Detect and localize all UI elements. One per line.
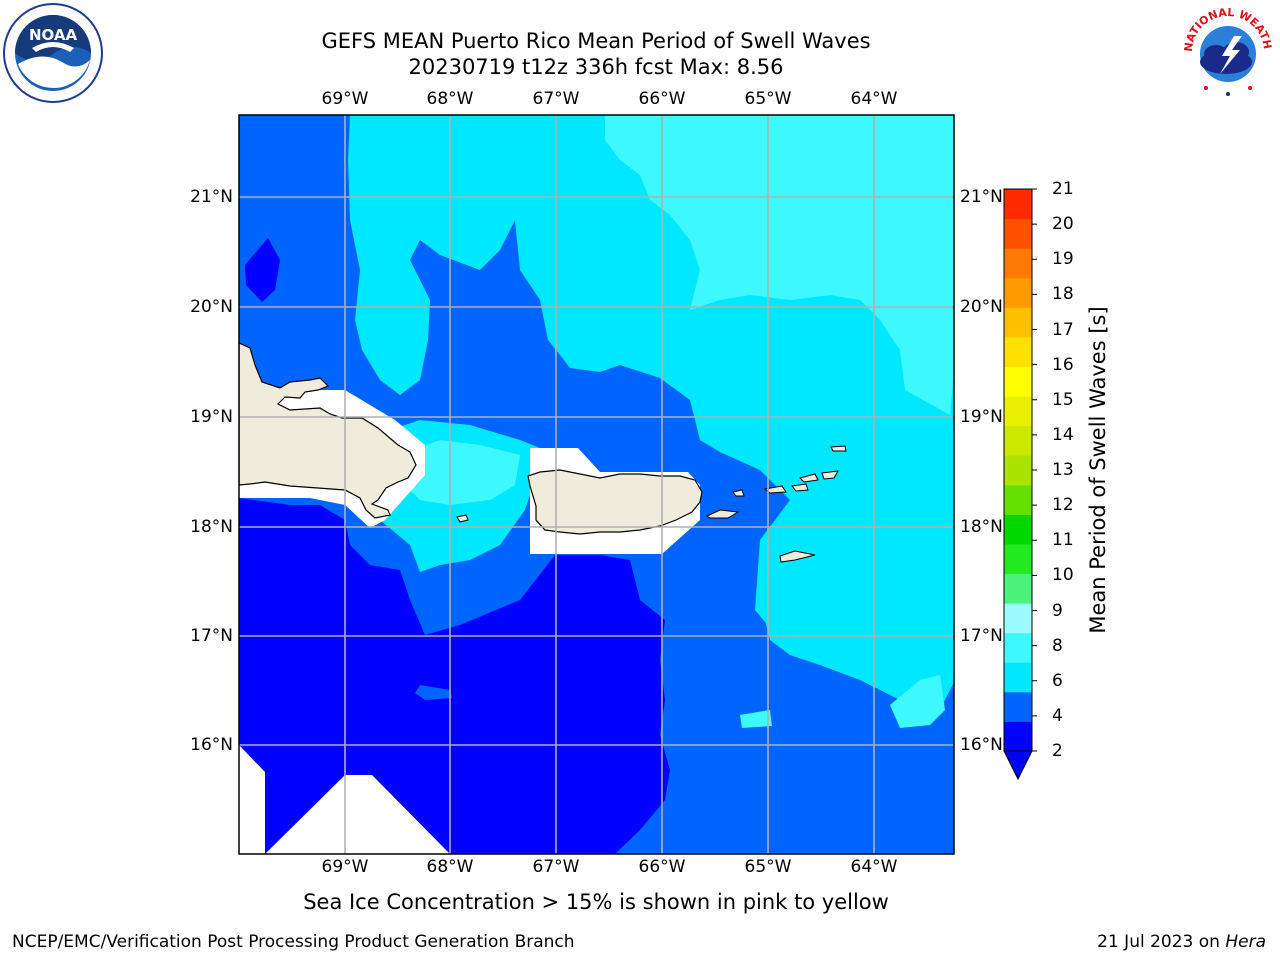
colorbar-segment [1004,573,1032,604]
no-data-triangle [265,775,450,854]
colorbar-tick-label: 20 [1052,214,1074,235]
colorbar-segment [1004,484,1032,515]
footer-branch: NCEP/EMC/Verification Post Processing Pr… [12,932,575,952]
lat-label-right-20n: 20°N [960,297,1003,317]
lon-label-bottom-69w: 69°W [321,857,369,877]
colorbar-tick-label: 10 [1052,565,1074,586]
lat-label-left-19n: 19°N [190,407,233,427]
colorbar-tick-label: 9 [1052,600,1063,621]
land-anegada [830,445,847,452]
colorbar-tick-label: 2 [1052,741,1063,761]
colorbar-segment [1004,721,1032,752]
lat-label-right-19n: 19°N [960,407,1003,427]
map-frame [238,114,955,855]
colorbar-segment [1004,277,1032,308]
footer-date-text: 21 Jul 2023 on [1097,932,1226,952]
noaa-logo: NOAA [2,2,104,108]
colorbar-segment [1004,662,1032,693]
colorbar-tick-label: 4 [1052,705,1063,726]
lon-label-top-66w: 66°W [638,89,686,109]
lon-label-top-64w: 64°W [850,89,898,109]
contour-6-8-small [740,710,772,728]
colorbar-tick-label: 16 [1052,354,1074,375]
lon-label-top-67w: 67°W [532,89,580,109]
contour-below-2-nw [245,238,280,302]
colorbar-tick-label: 6 [1052,670,1063,691]
colorbar-tick-label: 13 [1052,460,1074,480]
colorbar-segment [1004,189,1032,220]
lon-label-bottom-64w: 64°W [850,857,898,877]
colorbar-title: Mean Period of Swell Waves [s] [1086,306,1110,634]
lat-label-left-16n: 16°N [190,735,233,755]
colorbar-tick-label: 11 [1052,530,1074,551]
land-culebra [732,489,745,497]
sea-ice-note: Sea Ice Concentration > 15% is shown in … [303,890,889,914]
contour-6-8-se [890,675,945,728]
nws-logo: NATIONAL WEATHER SERVICE [1174,0,1278,106]
colorbar-segment [1004,366,1032,397]
lat-label-right-18n: 18°N [960,517,1003,537]
swell-period-map [238,114,955,855]
colorbar-extend-arrow [1003,750,1033,781]
contour-6-8-ne [605,115,954,415]
colorbar-segment [1004,455,1032,486]
contour-below-2-patch [415,685,452,700]
lat-label-left-20n: 20°N [190,297,233,317]
lon-label-bottom-67w: 67°W [532,857,580,877]
lon-label-bottom-65w: 65°W [744,857,792,877]
lat-label-left-21n: 21°N [190,187,233,207]
land-virgin-gorda [821,470,839,480]
footer-host: Hera [1225,932,1266,952]
colorbar-segment [1004,336,1032,367]
land-mona [456,514,469,523]
lat-label-right-16n: 16°N [960,735,1003,755]
colorbar [1003,188,1037,781]
colorbar-tick-label: 19 [1052,249,1074,270]
colorbar-tick-label: 14 [1052,424,1074,445]
colorbar-segment [1004,691,1032,722]
land-st-john [791,483,809,492]
colorbar-tick-label: 21 [1052,179,1074,199]
land-vieques [705,509,740,519]
noaa-logo-text: NOAA [29,26,78,44]
colorbar-segment [1004,543,1032,575]
colorbar-segment [1004,396,1032,427]
lon-label-bottom-66w: 66°W [638,857,686,877]
land-puerto-rico [527,469,703,535]
lon-label-top-65w: 65°W [744,89,792,109]
graticule [239,115,954,854]
land-hispaniola [239,342,417,519]
contour-4-6-southeast [760,460,954,715]
lon-label-top-69w: 69°W [321,89,369,109]
map-title: GEFS MEAN Puerto Rico Mean Period of Swe… [321,29,871,53]
lat-label-left-17n: 17°N [190,626,233,646]
colorbar-tick-label: 15 [1052,389,1074,410]
lon-label-top-68w: 68°W [426,89,474,109]
colorbar-tick-label: 12 [1052,495,1074,516]
colorbar-tick-label: 8 [1052,635,1063,656]
lat-label-right-17n: 17°N [960,626,1003,646]
lat-label-left-18n: 18°N [190,517,233,537]
map-subtitle: 20230719 t12z 336h fcst Max: 8.56 [408,55,784,79]
land-st-croix [779,550,816,563]
footer-date: 21 Jul 2023 on Hera [1097,932,1266,952]
colorbar-tick-label: 18 [1052,284,1074,305]
contour-6-8-south [400,440,520,505]
colorbar-segment [1004,603,1032,634]
no-data-sw [239,745,265,854]
lon-label-bottom-68w: 68°W [426,857,474,877]
colorbar-segment [1004,248,1032,279]
land-tortola [799,473,819,483]
colorbar-tick-label: 17 [1052,319,1074,340]
contour-below-2-sw [239,498,670,854]
colorbar-segment [1004,307,1032,338]
colorbar-segment [1004,425,1032,456]
colorbar-segment [1004,514,1032,545]
colorbar-segment [1004,632,1032,663]
colorbar-segment [1004,218,1032,249]
lat-label-right-21n: 21°N [960,187,1003,207]
